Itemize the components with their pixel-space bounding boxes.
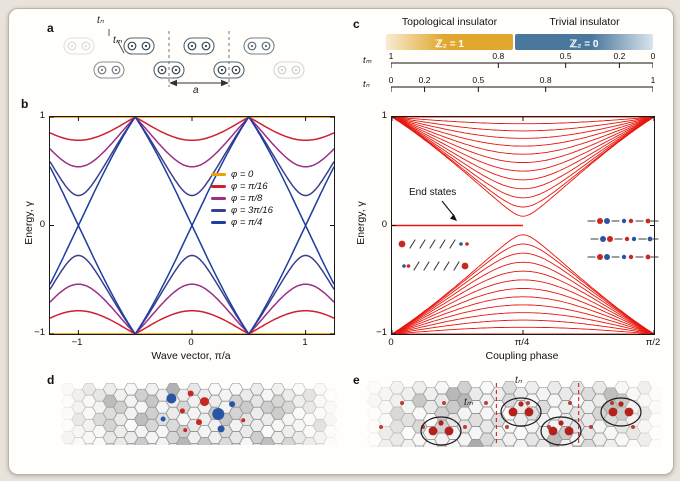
b-ytick-1: 1 <box>39 110 45 121</box>
band-structure-plot <box>49 116 335 335</box>
tm-axis-name: tₘ <box>363 55 372 66</box>
coupling-axis-tick: 0 <box>650 51 656 61</box>
coupling-axis-tick: 1 <box>650 75 656 85</box>
c-xtick-pi4: π/4 <box>514 337 530 348</box>
phase-legend: φ = 0 φ = π/16 φ = π/8 φ = 3π/16 φ = π/4 <box>211 168 273 228</box>
z2-badge-trivial: ℤ₂ = 0 <box>569 39 599 50</box>
tn-axis <box>391 86 653 92</box>
legend-label-phi4: φ = π/4 <box>231 216 263 228</box>
intracell-coupling-tn-label: tₙ <box>97 15 104 26</box>
legend-swatch-phi0 <box>211 172 226 176</box>
bulk-state-wavefunction-sketch <box>587 218 659 260</box>
coupling-axis-tick: 0.5 <box>559 51 572 61</box>
panel-label-d: d <box>47 373 55 387</box>
end-state-wavefunction-sketch <box>398 239 469 271</box>
legend-swatch-phi8 <box>211 196 226 200</box>
panel-label-a: a <box>47 21 54 35</box>
legend-label-phi8: φ = π/8 <box>231 192 263 204</box>
tm-axis <box>391 62 653 68</box>
intercell-coupling-tm-label: tₘ <box>113 35 123 46</box>
spectrum-plot <box>391 116 655 335</box>
z2-badge-topological: ℤ₂ = 1 <box>435 39 464 50</box>
z2-topological-bar: ℤ₂ = 1 <box>386 34 513 50</box>
c-xtick-0: 0 <box>388 337 394 348</box>
legend-label-phi0: φ = 0 <box>231 168 254 180</box>
c-xtick-pi2: π/2 <box>645 337 661 348</box>
topological-insulator-heading: Topological insulator <box>401 16 498 28</box>
panel-label-e: e <box>353 373 360 387</box>
b-ytick-0: 0 <box>39 219 45 230</box>
legend-swatch-phi16 <box>211 184 226 188</box>
e-coupling-tn-label: tₙ <box>515 375 522 386</box>
spectrum-curves <box>392 117 654 334</box>
c-y-axis-title: Energy, γ <box>355 201 367 245</box>
band-structure-curves <box>50 117 334 334</box>
figure-card: a tₙ tₘ a b Energy, γ 1 0 −1 −1 0 1 Wave… <box>8 8 674 475</box>
end-states-annotation: End states <box>409 187 457 198</box>
coupling-axis-tick: 0 <box>388 75 394 85</box>
legend-row: φ = 0 <box>211 168 273 180</box>
panel-label-b: b <box>21 97 29 111</box>
lattice-constant-label: a <box>193 85 199 96</box>
dimer-chain-schematic <box>63 29 305 87</box>
c-ytick-neg1: −1 <box>376 327 387 338</box>
b-ytick-neg1: −1 <box>34 327 45 338</box>
honeycomb-lattice-dimer-mapping <box>367 381 661 447</box>
trivial-insulator-heading: Trivial insulator <box>549 16 620 28</box>
b-x-axis-title: Wave vector, π/a <box>151 350 231 362</box>
coupling-axis-tick: 1 <box>388 51 394 61</box>
legend-row: φ = 3π/16 <box>211 204 273 216</box>
legend-label-3phi16: φ = 3π/16 <box>231 204 273 216</box>
c-ytick-0: 0 <box>381 219 387 230</box>
z2-trivial-bar: ℤ₂ = 0 <box>515 34 653 50</box>
c-x-axis-title: Coupling phase <box>485 350 559 362</box>
honeycomb-lattice-defect-mode <box>61 383 337 445</box>
b-xtick-neg1: −1 <box>71 337 83 348</box>
tm-axis-tick-labels: 1 0.8 0.5 0.2 0 <box>388 51 656 61</box>
coupling-axis-tick: 0.2 <box>418 75 431 85</box>
tn-axis-name: tₙ <box>363 79 370 90</box>
legend-row: φ = π/16 <box>211 180 273 192</box>
coupling-axis-tick: 0.8 <box>492 51 505 61</box>
legend-swatch-3phi16 <box>211 208 226 212</box>
legend-label-phi16: φ = π/16 <box>231 180 268 192</box>
coupling-axis-tick: 0.5 <box>472 75 485 85</box>
tn-axis-tick-labels: 0 0.2 0.5 0.8 1 <box>388 75 656 85</box>
b-xtick-1: 1 <box>302 337 308 348</box>
c-ytick-1: 1 <box>381 110 387 121</box>
legend-swatch-phi4 <box>211 220 226 224</box>
coupling-axis-tick: 0.2 <box>613 51 626 61</box>
panel-label-c: c <box>353 17 360 31</box>
b-xtick-0: 0 <box>188 337 194 348</box>
coupling-axis-tick: 0.8 <box>539 75 552 85</box>
legend-row: φ = π/4 <box>211 216 273 228</box>
e-coupling-tm-label: tₘ <box>464 397 474 408</box>
legend-row: φ = π/8 <box>211 192 273 204</box>
